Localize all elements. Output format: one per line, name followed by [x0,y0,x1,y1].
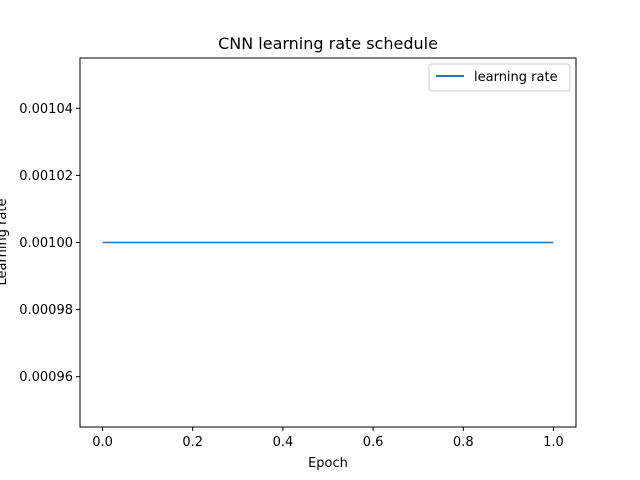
chart-title: CNN learning rate schedule [218,34,438,53]
x-tick-label: 1.0 [543,435,564,450]
x-axis-label: Epoch [308,456,348,471]
y-tick-label: 0.00098 [19,303,73,318]
x-tick-label: 0.0 [92,435,113,450]
x-axis-ticks: 0.0 0.2 0.4 0.6 0.8 1.0 [92,427,564,450]
x-tick-label: 0.4 [273,435,294,450]
legend-label-learning-rate: learning rate [474,70,558,85]
y-tick-label: 0.00100 [19,236,73,251]
legend: learning rate [428,63,571,92]
y-tick-label: 0.00104 [19,102,73,117]
legend-box [428,63,571,92]
y-axis-label: Learning rate [0,199,10,286]
y-axis-ticks: 0.00096 0.00098 0.00100 0.00102 0.00104 [19,102,80,385]
y-tick-label: 0.00096 [19,370,73,385]
x-tick-label: 0.8 [453,435,474,450]
y-tick-label: 0.00102 [19,169,73,184]
x-tick-label: 0.2 [182,435,203,450]
plot-area [79,57,577,428]
x-tick-label: 0.6 [363,435,384,450]
